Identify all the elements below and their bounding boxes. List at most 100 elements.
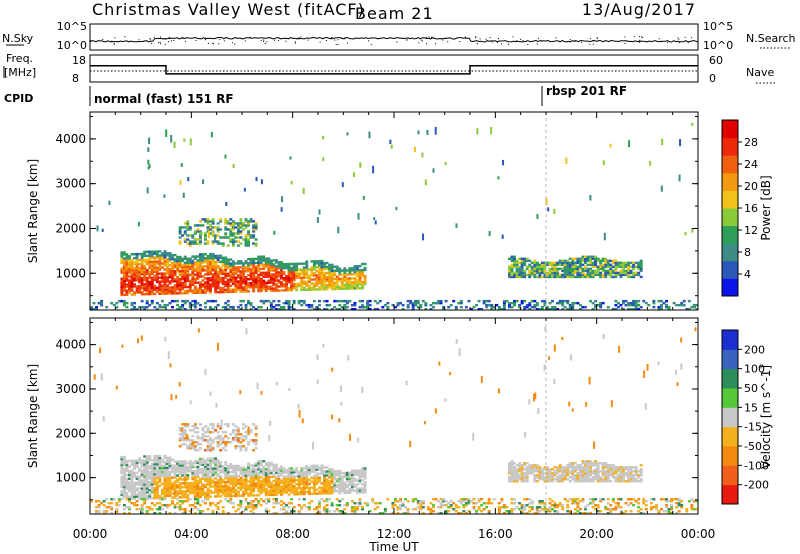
heatmap-cell (153, 258, 157, 261)
heatmap-cell (629, 478, 633, 481)
heatmap-cell (277, 261, 281, 264)
heatmap-cell (358, 281, 362, 284)
heatmap-cell (153, 264, 157, 267)
heatmap-cell (229, 476, 233, 480)
heatmap-cell (328, 468, 332, 471)
heatmap-cell (214, 289, 218, 292)
heatmap-cell (183, 291, 187, 295)
heatmap-cell (616, 301, 620, 305)
heatmap-cell (269, 475, 273, 479)
heatmap-cell (642, 299, 646, 303)
heatmap-cell (401, 307, 405, 311)
heatmap-cell (198, 303, 202, 307)
heatmap-cell (128, 487, 131, 491)
heatmap-cell (348, 279, 352, 282)
heatmap-cell (540, 299, 544, 303)
heatmap-cell (242, 222, 245, 225)
heatmap-cell (515, 464, 519, 467)
heatmap-cell (244, 234, 248, 237)
heatmap-cell (186, 285, 190, 289)
heatmap-cell (356, 273, 359, 276)
heatmap-cell (181, 433, 185, 436)
heatmap-cell (325, 492, 329, 495)
heatmap-cell (135, 267, 139, 270)
heatmap-cell (188, 445, 192, 448)
heatmap-cell (259, 305, 263, 309)
heatmap-cell (606, 265, 610, 269)
heatmap-cell (160, 482, 164, 486)
y-tick-label: 4000 (55, 132, 86, 146)
heatmap-cell (254, 494, 258, 497)
heatmap-cell (345, 301, 349, 305)
heatmap-cell (563, 267, 567, 271)
heatmap-cell (140, 508, 144, 511)
heatmap-cell (323, 470, 326, 473)
heatmap-cell (589, 263, 592, 267)
heatmap-cell (571, 273, 575, 277)
heatmap-cell (274, 271, 278, 274)
heatmap-cell (424, 179, 427, 186)
heatmap-cell (338, 481, 342, 485)
heatmap-cell (287, 287, 291, 290)
beam-title: Beam 21 (355, 4, 434, 23)
velocity-heatmap-cells (90, 318, 699, 515)
heatmap-cell (310, 266, 314, 269)
heatmap-cell (632, 478, 636, 481)
heatmap-cell (145, 455, 149, 458)
heatmap-cell (231, 470, 235, 474)
heatmap-cell (520, 267, 524, 271)
heatmap-cell (632, 307, 636, 311)
heatmap-cell (345, 283, 349, 286)
heatmap-cell (622, 472, 625, 475)
heatmap-cell (183, 500, 187, 503)
heatmap-cell (285, 479, 288, 482)
heatmap-cell (188, 487, 192, 491)
heatmap-cell (318, 490, 321, 493)
heatmap-cell (239, 232, 243, 235)
heatmap-cell (191, 441, 195, 444)
heatmap-cell (120, 497, 124, 501)
heatmap-cell (214, 461, 218, 464)
heatmap-cell (191, 289, 195, 293)
heatmap-cell (226, 290, 230, 294)
heatmap-cell (183, 429, 187, 432)
heatmap-cell (226, 476, 230, 480)
heatmap-cell (148, 290, 152, 294)
heatmap-cell (589, 464, 592, 467)
heatmap-cell (247, 244, 250, 247)
heatmap-cell (130, 477, 134, 480)
heatmap-cell (586, 255, 590, 258)
heatmap-cell (252, 271, 256, 275)
heatmap-cell (183, 269, 187, 273)
heatmap-cell (125, 483, 129, 487)
heatmap-cell (548, 275, 552, 279)
heatmap-cell (257, 257, 261, 261)
heatmap-cell (508, 301, 511, 305)
heatmap-cell (95, 510, 98, 513)
heatmap-cell (188, 305, 192, 309)
heatmap-cell (204, 471, 207, 474)
nsearch-dot (516, 40, 518, 42)
heatmap-cell (158, 498, 162, 501)
heatmap-cell (290, 276, 294, 280)
heatmap-cell (340, 279, 344, 282)
heatmap-cell (515, 275, 519, 279)
heatmap-cell (639, 275, 643, 279)
heatmap-cell (657, 305, 661, 309)
heatmap-cell (181, 234, 185, 237)
heatmap-cell (209, 254, 212, 258)
heatmap-cell (282, 467, 286, 470)
heatmap-cell (581, 480, 585, 483)
heatmap-cell (252, 220, 256, 223)
heatmap-cell (145, 483, 149, 486)
heatmap-cell (591, 269, 595, 273)
heatmap-cell (259, 273, 263, 277)
heatmap-cell (209, 283, 212, 286)
heatmap-cell (171, 286, 174, 289)
heatmap-cell (110, 512, 114, 515)
heatmap-cell (614, 265, 618, 269)
heatmap-cell (226, 441, 230, 444)
heatmap-cell (193, 281, 197, 284)
heatmap-cell (558, 263, 562, 267)
heatmap-cell (254, 283, 258, 287)
